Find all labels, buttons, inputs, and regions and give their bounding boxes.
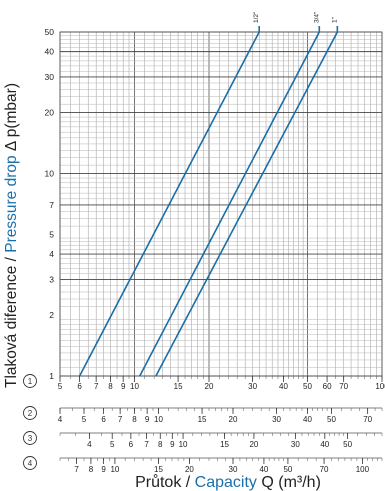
scale-tick-label: 70: [363, 415, 372, 424]
scale-tick-label: 30: [229, 465, 238, 474]
series-line: [155, 26, 339, 377]
series-label: 1": [331, 16, 338, 23]
scale-tick-label: 5: [110, 440, 115, 449]
y-label-sym: Δ p(mbar): [3, 83, 20, 155]
scale-tick-label: 8: [132, 415, 137, 424]
grid: [59, 31, 383, 377]
series-label: 3/4": [313, 11, 320, 23]
scale-marker: [23, 431, 37, 445]
scale-tick-label: 10: [110, 465, 119, 474]
scale-tick-label: 70: [320, 465, 329, 474]
plot-frame: [59, 31, 383, 377]
x-axis-label: Průtok / Capacity Q (m³/h): [135, 473, 321, 491]
scale-tick-label: 9: [170, 440, 175, 449]
scale-tick-label: 50: [327, 415, 336, 424]
y-tick-label: 3: [49, 274, 54, 284]
scale-marker-label: 1: [28, 377, 33, 386]
y-tick-label: 2: [49, 310, 54, 320]
series-label: 1/2": [253, 11, 260, 23]
y-tick-label: 10: [45, 169, 55, 179]
scale-tick-label: 20: [185, 465, 194, 474]
scale-tick-label: 6: [101, 415, 106, 424]
y-axis-label: Tlaková diference / Pressure drop Δ p(mb…: [3, 83, 20, 388]
scale-tick-label: 15: [174, 382, 183, 391]
scale-tick-label: 100: [375, 382, 385, 391]
y-tick-label: 20: [45, 108, 55, 118]
scale-tick-label: 9: [101, 465, 106, 474]
scale-tick-label: 15: [198, 415, 207, 424]
scale-tick-label: 30: [291, 440, 300, 449]
scale-tick-label: 6: [77, 382, 82, 391]
y-tick-label: 40: [45, 47, 55, 57]
scale-tick-label: 7: [118, 415, 123, 424]
scale-tick-label: 15: [220, 440, 229, 449]
scale-tick-label: 7: [144, 440, 149, 449]
scale-tick-label: 30: [272, 415, 281, 424]
svg-text:Tlaková diference / Pressure d: Tlaková diference / Pressure drop Δ p(mb…: [3, 83, 20, 388]
scale-tick-label: 6: [129, 440, 134, 449]
scale-tick-label: 10: [154, 415, 163, 424]
scale-tick-label: 7: [94, 382, 99, 391]
scale-tick-label: 20: [229, 415, 238, 424]
y-tick-label: 7: [49, 200, 54, 210]
scale-tick-label: 8: [89, 465, 94, 474]
scale-marker: [23, 406, 37, 420]
scale-tick-label: 60: [323, 382, 332, 391]
x-label-cz: Průtok /: [135, 473, 195, 491]
scale-tick-label: 20: [205, 382, 214, 391]
y-label-cz: Tlaková diference /: [3, 253, 20, 388]
scale-tick-label: 40: [303, 415, 312, 424]
scale-tick-label: 5: [82, 415, 87, 424]
scale-tick-label: 40: [259, 465, 268, 474]
series-line: [78, 26, 260, 377]
scale-tick-label: 50: [303, 382, 312, 391]
y-tick-label: 30: [45, 72, 55, 82]
x-label-en: Capacity: [195, 474, 257, 491]
scale-tick-label: 8: [108, 382, 113, 391]
x-label-sym: Q (m³/h): [257, 474, 321, 491]
scale-tick-label: 20: [249, 440, 258, 449]
scale-tick-label: 100: [356, 465, 370, 474]
y-tick-label: 4: [49, 249, 54, 259]
y-label-en: Pressure drop: [3, 155, 20, 252]
scale-tick-label: 40: [279, 382, 288, 391]
scale-marker-label: 2: [28, 409, 33, 418]
scale-tick-label: 4: [87, 440, 92, 449]
scale-marker: [23, 456, 37, 470]
scale-tick-label: 50: [283, 465, 292, 474]
series-line: [139, 26, 321, 377]
scale-marker: [23, 374, 37, 388]
y-tick-label: 1: [49, 371, 54, 381]
scale-marker-label: 4: [28, 459, 33, 468]
y-tick-label: 50: [45, 27, 55, 37]
scale-tick-label: 40: [320, 440, 329, 449]
scale-tick-label: 70: [339, 382, 348, 391]
scale-tick-label: 7: [74, 465, 79, 474]
scale-tick-label: 9: [121, 382, 126, 391]
capacity-scales: 1567891015203040506070100245678910152030…: [23, 374, 385, 474]
series-lines: 1/2" 3/4" 1": [78, 11, 339, 377]
scale-tick-label: 9: [145, 415, 150, 424]
scale-marker-label: 3: [28, 434, 33, 443]
y-tick-labels: 1 2 3 4 5 7 10 20 30 40 50: [45, 27, 55, 381]
scale-tick-label: 30: [248, 382, 257, 391]
scale-tick-label: 15: [154, 465, 163, 474]
scale-tick-label: 4: [58, 415, 63, 424]
scale-tick-label: 10: [179, 440, 188, 449]
y-tick-label: 5: [49, 229, 54, 239]
scale-tick-label: 5: [58, 382, 63, 391]
scale-tick-label: 50: [343, 440, 352, 449]
scale-tick-label: 10: [130, 382, 139, 391]
scale-tick-label: 8: [158, 440, 163, 449]
